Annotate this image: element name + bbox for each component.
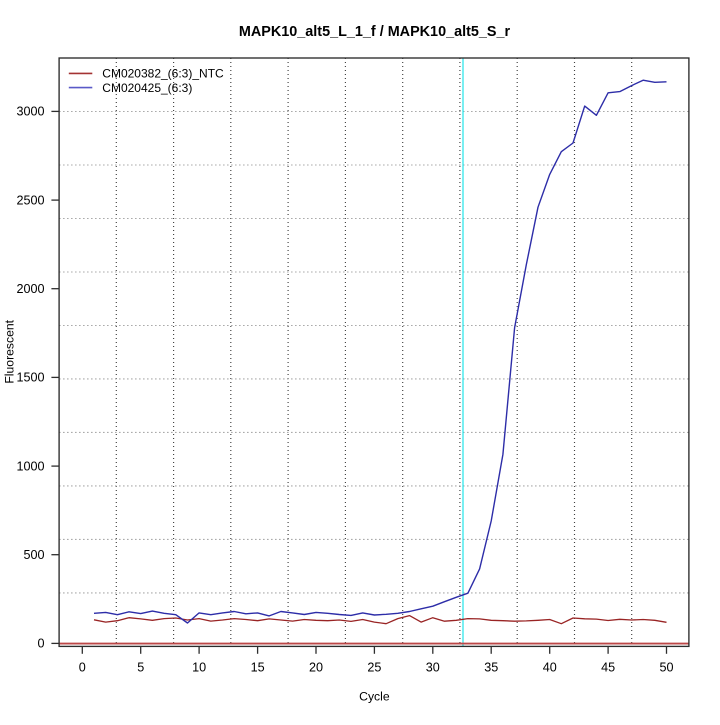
svg-text:Cycle: Cycle [359,690,390,704]
svg-text:10: 10 [192,660,206,674]
svg-text:20: 20 [309,660,323,674]
svg-text:1000: 1000 [16,459,44,473]
svg-text:Fluorescent: Fluorescent [3,319,17,383]
svg-text:25: 25 [367,660,381,674]
svg-text:3000: 3000 [16,105,44,119]
svg-text:40: 40 [543,660,557,674]
svg-text:CM020425_(6:3): CM020425_(6:3) [102,81,192,95]
svg-text:30: 30 [426,660,440,674]
svg-text:2500: 2500 [16,193,44,207]
svg-text:2000: 2000 [16,282,44,296]
svg-text:1500: 1500 [16,371,44,385]
svg-text:0: 0 [79,660,86,674]
svg-text:45: 45 [601,660,615,674]
svg-text:50: 50 [659,660,673,674]
svg-text:15: 15 [251,660,265,674]
svg-text:0: 0 [37,637,44,651]
svg-text:500: 500 [23,548,44,562]
svg-text:35: 35 [484,660,498,674]
svg-text:CM020382_(6:3)_NTC: CM020382_(6:3)_NTC [102,67,224,81]
svg-text:5: 5 [137,660,144,674]
svg-text:MAPK10_alt5_L_1_f / MAPK10_alt: MAPK10_alt5_L_1_f / MAPK10_alt5_S_r [239,24,511,40]
